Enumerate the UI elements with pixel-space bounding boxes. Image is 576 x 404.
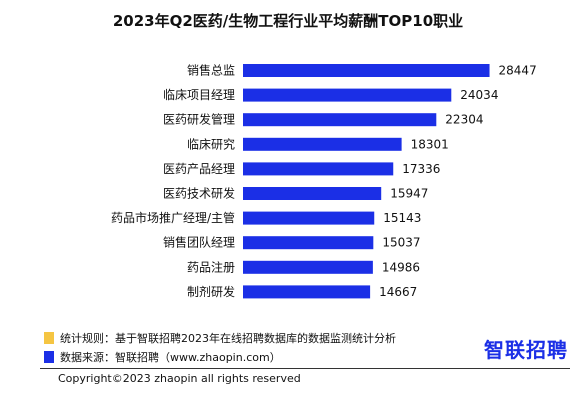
bar bbox=[243, 260, 373, 274]
bar bbox=[243, 285, 371, 299]
value-label: 15037 bbox=[382, 236, 420, 250]
bar bbox=[243, 187, 382, 200]
chart-title: 2023年Q2医药/生物工程行业平均薪酬TOP10职业 bbox=[112, 12, 464, 30]
blue-square-icon bbox=[44, 351, 54, 363]
value-label: 15947 bbox=[390, 187, 428, 201]
category-label: 制剂研发 bbox=[187, 284, 235, 299]
bar bbox=[243, 64, 490, 77]
category-label: 临床项目经理 bbox=[163, 88, 235, 102]
category-label: 销售总监 bbox=[187, 63, 235, 78]
category-label: 销售团队经理 bbox=[163, 235, 235, 250]
statistics-rule-note: 统计规则：基于智联招聘2023年在线招聘数据库的数据监测统计分析 bbox=[44, 330, 396, 346]
value-label: 24034 bbox=[460, 88, 498, 102]
statistics-rule-text: 统计规则：基于智联招聘2023年在线招聘数据库的数据监测统计分析 bbox=[60, 332, 396, 345]
category-label: 临床研究 bbox=[187, 136, 235, 151]
copyright-text: Copyright©2023 zhaopin all rights reserv… bbox=[58, 372, 301, 385]
value-label: 28447 bbox=[499, 64, 537, 78]
category-label: 医药技术研发 bbox=[163, 186, 235, 201]
bar bbox=[243, 211, 375, 225]
value-label: 14667 bbox=[379, 285, 417, 299]
data-source-text: 数据来源：智联招聘（www.zhaopin.com） bbox=[60, 351, 281, 364]
bar bbox=[243, 236, 374, 250]
value-label: 18301 bbox=[411, 137, 449, 151]
value-label: 22304 bbox=[445, 113, 483, 127]
bar bbox=[243, 137, 402, 151]
value-label: 15143 bbox=[383, 211, 421, 225]
footer-divider bbox=[40, 368, 570, 369]
bar bbox=[243, 113, 437, 127]
category-labels: 销售总监临床项目经理医药研发管理临床研究医药产品经理医药技术研发药品市场推广经理… bbox=[111, 63, 235, 299]
yellow-square-icon bbox=[44, 332, 54, 344]
bar bbox=[243, 162, 394, 176]
value-label: 17336 bbox=[402, 162, 440, 176]
category-label: 医药研发管理 bbox=[163, 112, 235, 127]
bars bbox=[243, 64, 490, 299]
data-source-note: 数据来源：智联招聘（www.zhaopin.com） bbox=[44, 349, 281, 365]
zhaopin-logo: 智联招聘 bbox=[484, 338, 568, 362]
category-label: 医药产品经理 bbox=[163, 162, 235, 176]
bar-chart: 销售总监临床项目经理医药研发管理临床研究医药产品经理医药技术研发药品市场推广经理… bbox=[111, 63, 537, 299]
category-label: 药品注册 bbox=[187, 259, 235, 274]
value-label: 14986 bbox=[382, 260, 420, 274]
category-label: 药品市场推广经理/主管 bbox=[111, 210, 235, 225]
bar bbox=[243, 88, 452, 102]
